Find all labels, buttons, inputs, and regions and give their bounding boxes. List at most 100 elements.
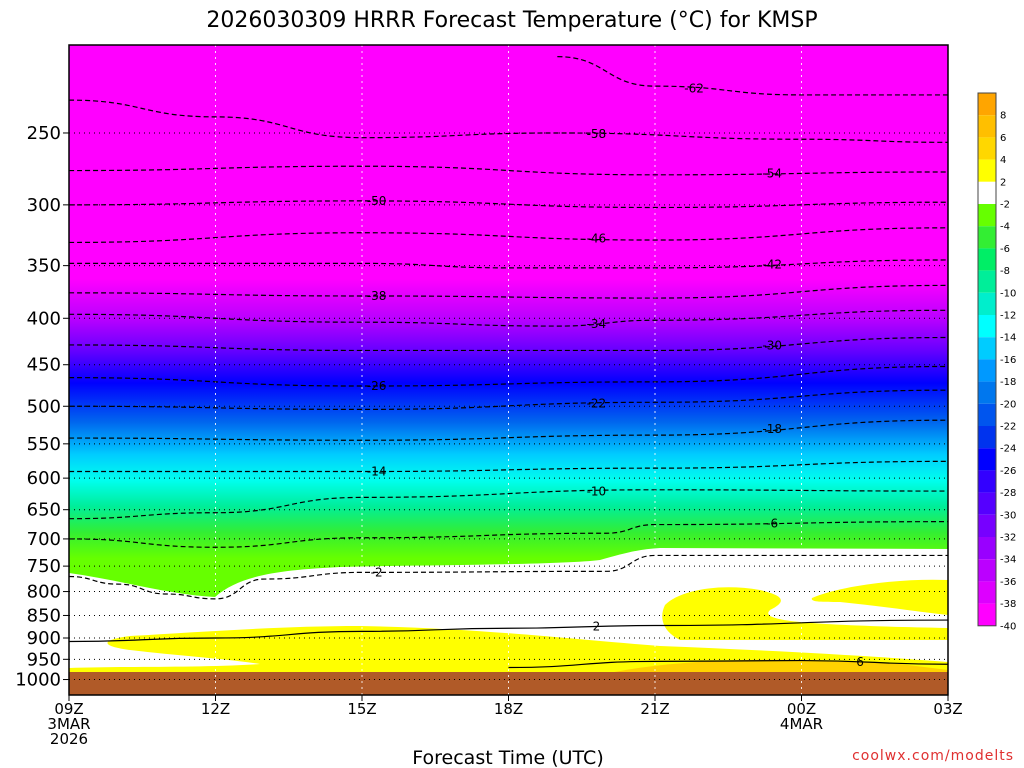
colorbar-label: -10 bbox=[1000, 288, 1016, 299]
y-tick-label: 400 bbox=[27, 308, 61, 329]
contour-label: -22 bbox=[587, 397, 607, 411]
colorbar-swatch bbox=[978, 470, 996, 493]
colorbar-label: -22 bbox=[1000, 422, 1016, 433]
contour-label: -42 bbox=[762, 258, 782, 272]
x-tick-label: 4MAR bbox=[780, 715, 823, 733]
x-tick-label: 18Z bbox=[494, 700, 523, 718]
contour-line-minus50 bbox=[69, 200, 948, 209]
y-tick-label: 850 bbox=[27, 605, 61, 626]
colorbar-label: -16 bbox=[1000, 355, 1016, 366]
grid bbox=[69, 45, 948, 695]
colorbar-label: -20 bbox=[1000, 399, 1016, 410]
y-tick-label: 900 bbox=[27, 628, 61, 649]
contour-label: -10 bbox=[587, 484, 607, 498]
colorbar-label: -40 bbox=[1000, 621, 1016, 632]
colorbar: 8 6 4 2 -2 -4 -6 -8 -10 -12 -14 -16 -18 -20 -22 -24 -26 -… bbox=[977, 92, 1016, 632]
y-tick-label: 750 bbox=[27, 556, 61, 577]
y-tick-label: 250 bbox=[27, 123, 61, 144]
contour-line-2 bbox=[69, 619, 948, 643]
y-tick-label: 650 bbox=[27, 500, 61, 521]
colorbar-label: -18 bbox=[1000, 377, 1016, 388]
x-tick-label: 15Z bbox=[347, 700, 376, 718]
colorbar-label: -28 bbox=[1000, 488, 1016, 499]
x-tick-label: 21Z bbox=[640, 700, 669, 718]
contour-label: -62 bbox=[684, 82, 704, 96]
y-tick-label: 550 bbox=[27, 434, 61, 455]
contour-line-minus18 bbox=[69, 419, 948, 441]
contour-label: -18 bbox=[762, 422, 782, 436]
colorbar-label: -30 bbox=[1000, 510, 1016, 521]
colorbar-swatch bbox=[978, 270, 996, 293]
contour-label: -6 bbox=[766, 516, 778, 530]
colorbar-label: 6 bbox=[1000, 133, 1006, 144]
colorbar-label: -24 bbox=[1000, 444, 1016, 455]
contour-line-minus58 bbox=[69, 99, 948, 143]
contour-label: -38 bbox=[367, 289, 387, 303]
colorbar-swatch bbox=[978, 448, 996, 471]
y-tick-label: 500 bbox=[27, 396, 61, 417]
x-axis-label: Forecast Time (UTC) bbox=[412, 747, 603, 768]
y-tick-label: 800 bbox=[27, 582, 61, 603]
x-tick-label: 3MAR bbox=[47, 715, 90, 733]
contour-label: -54 bbox=[762, 167, 782, 181]
x-tick-label: 03Z bbox=[933, 700, 962, 718]
contours: -62-58-54-50-46-42-38-34-30-26-22-18-14-… bbox=[69, 56, 948, 669]
y-tick-label: 450 bbox=[27, 355, 61, 376]
contour-label: -34 bbox=[587, 317, 607, 331]
colorbar-label: -8 bbox=[1000, 266, 1010, 277]
warm-band-mid bbox=[662, 587, 948, 640]
colorbar-swatch bbox=[978, 181, 996, 204]
credit-text: coolwx.com/modelts bbox=[852, 748, 1014, 764]
colorbar-swatch bbox=[978, 292, 996, 315]
y-axis: 2503003504004505005506006507007508008509… bbox=[15, 123, 69, 691]
y-tick-label: 600 bbox=[27, 468, 61, 489]
colorbar-label: -36 bbox=[1000, 577, 1016, 588]
colorbar-label: -6 bbox=[1000, 244, 1010, 255]
ground-layer bbox=[69, 672, 948, 695]
colorbar-swatch bbox=[978, 537, 996, 560]
colorbar-swatch bbox=[978, 403, 996, 426]
contour-line-minus46 bbox=[69, 227, 948, 244]
y-tick-label: 950 bbox=[27, 649, 61, 670]
contour-line-minus2 bbox=[69, 554, 948, 600]
colorbar-label: 4 bbox=[1000, 155, 1006, 166]
x-tick-label: 09Z bbox=[54, 700, 83, 718]
contour-line-minus34 bbox=[69, 309, 948, 327]
colorbar-swatch bbox=[978, 514, 996, 537]
contour-label: -26 bbox=[367, 379, 387, 393]
colorbar-swatch bbox=[978, 137, 996, 160]
y-tick-label: 700 bbox=[27, 529, 61, 550]
y-tick-label: 300 bbox=[27, 195, 61, 216]
warm-band-right bbox=[811, 579, 948, 615]
colorbar-label: 8 bbox=[1000, 111, 1006, 122]
x-tick-label: 12Z bbox=[201, 700, 230, 718]
colorbar-swatch bbox=[978, 381, 996, 404]
contour-line-minus26 bbox=[69, 365, 948, 387]
y-tick-label: 350 bbox=[27, 256, 61, 277]
colorbar-swatch bbox=[978, 204, 996, 227]
contour-line-minus54 bbox=[69, 165, 948, 176]
colorbar-label: -32 bbox=[1000, 533, 1016, 544]
colorbar-swatch bbox=[978, 426, 996, 449]
contour-label: 2 bbox=[593, 620, 601, 634]
colorbar-swatch bbox=[978, 226, 996, 249]
colorbar-swatch bbox=[978, 359, 996, 382]
contour-line-minus10 bbox=[69, 489, 948, 520]
colorbar-label: -34 bbox=[1000, 555, 1016, 566]
colorbar-label: -2 bbox=[1000, 200, 1010, 211]
colorbar-label: -26 bbox=[1000, 466, 1016, 477]
colorbar-swatch bbox=[978, 337, 996, 360]
contour-line-minus22 bbox=[69, 389, 948, 410]
colorbar-frame bbox=[977, 92, 997, 627]
colorbar-swatch bbox=[978, 115, 996, 138]
contour-line-minus14 bbox=[69, 460, 948, 473]
contour-label: 6 bbox=[856, 655, 864, 669]
colorbar-swatch bbox=[978, 159, 996, 182]
contour-label: -2 bbox=[371, 565, 383, 579]
colorbar-swatch bbox=[978, 603, 996, 626]
y-tick-label: 1000 bbox=[15, 670, 61, 691]
colorbar-swatch bbox=[978, 93, 996, 116]
contour-line-minus38 bbox=[69, 284, 948, 299]
